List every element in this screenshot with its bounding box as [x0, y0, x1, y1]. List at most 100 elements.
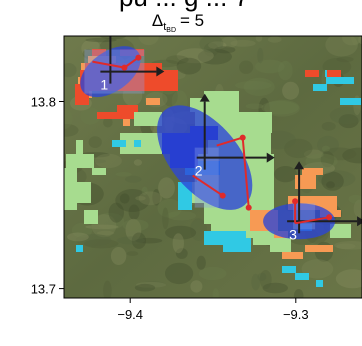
texture-patch — [293, 289, 304, 298]
texture-patch — [303, 149, 324, 159]
texture-patch — [321, 171, 344, 191]
texture-patch — [128, 204, 140, 220]
chart-title-symbol: Δ — [152, 11, 163, 30]
texture-patch — [85, 224, 119, 230]
texture-patch — [64, 123, 79, 137]
texture-patch — [351, 36, 361, 46]
texture-patch — [198, 266, 227, 281]
texture-patch — [321, 121, 336, 131]
cluster-label: 1 — [100, 77, 108, 93]
cluster-vector-point — [219, 192, 226, 199]
cluster-axis-head — [294, 161, 305, 170]
texture-patch — [334, 241, 362, 250]
texture-patch — [190, 218, 207, 241]
plot-frame — [63, 35, 362, 299]
texture-patch — [162, 207, 169, 230]
texture-patch — [317, 135, 339, 154]
cluster-1: 1 — [80, 18, 165, 98]
red-pixel — [327, 70, 341, 77]
cluster-axis-head — [105, 18, 115, 26]
cluster-axis-head — [199, 93, 210, 102]
cluster-vector-point — [326, 214, 333, 221]
cyan-pixel — [340, 98, 361, 105]
light-green-pixel — [70, 182, 91, 203]
chart-title-partial: pu ... g ... 7 — [119, 0, 249, 12]
cluster-vector — [241, 137, 250, 208]
texture-patch — [274, 166, 297, 183]
texture-patch — [342, 147, 362, 164]
texture-patch — [321, 145, 330, 152]
texture-patch — [175, 248, 188, 259]
cluster-layer: 1 2 3 — [80, 18, 362, 242]
texture-patch — [282, 81, 300, 100]
cluster-label: 3 — [289, 226, 297, 242]
texture-patch — [75, 234, 112, 247]
cluster-vector-point — [292, 198, 299, 205]
texture-patch — [84, 239, 119, 249]
orange-pixel — [146, 98, 160, 105]
texture-patch — [108, 202, 125, 223]
texture-patch — [301, 259, 334, 279]
texture-patch — [325, 36, 358, 57]
texture-patch — [152, 189, 161, 206]
cyan-pixel — [326, 77, 354, 84]
orange-pixel — [305, 245, 333, 252]
texture-patch — [172, 233, 184, 254]
chart-title-sub: t — [163, 21, 166, 33]
cyan-pixel — [223, 238, 251, 252]
texture-patch — [317, 170, 356, 188]
y-tick-label: 13.7 — [31, 282, 56, 297]
light-green-pixel — [253, 231, 274, 245]
red-pixel — [144, 70, 165, 91]
texture-patch — [97, 230, 115, 236]
texture-patch — [262, 282, 288, 294]
cluster-vector — [216, 136, 243, 147]
texture-patch — [358, 36, 362, 44]
light-green-pixel — [66, 154, 94, 168]
cluster-axis-head — [266, 152, 275, 163]
cluster-2: 2 — [157, 93, 275, 211]
chart-title-value: = 5 — [180, 11, 204, 30]
texture-patch — [245, 103, 264, 109]
texture-patch — [208, 41, 227, 49]
texture-patch — [348, 194, 362, 204]
plot-area: 1 2 3 — [64, 18, 362, 298]
texture-patch — [221, 36, 238, 48]
cluster-vector — [192, 174, 224, 197]
texture-patch — [199, 36, 224, 53]
texture-patch — [230, 39, 256, 47]
x-tick-label: −9.4 — [117, 307, 143, 322]
texture-patch — [71, 222, 93, 238]
texture-patch — [85, 37, 117, 43]
texture-patch — [176, 48, 214, 64]
texture-patch — [267, 36, 282, 43]
cluster-vector-point — [135, 54, 142, 61]
texture-patch — [259, 270, 272, 289]
texture-patch — [166, 55, 189, 65]
texture-patch — [135, 196, 146, 201]
texture-patch — [95, 212, 125, 230]
texture-patch — [119, 193, 130, 204]
orange-pixel — [123, 119, 130, 126]
light-green-pixel — [134, 112, 162, 126]
texture-patch — [131, 232, 146, 249]
axis-ticks: −9.4 −9.3 13.7 13.8 — [31, 95, 309, 323]
red-pixel — [97, 112, 125, 119]
red-pixel — [92, 49, 106, 56]
texture-patch — [326, 181, 335, 189]
texture-patch — [126, 251, 139, 256]
cluster-3: 3 — [263, 161, 362, 242]
texture-patch — [80, 107, 101, 125]
red-pixel — [305, 70, 319, 77]
cyan-pixel — [282, 266, 296, 273]
texture-patch — [212, 288, 219, 298]
texture-patch — [257, 272, 267, 281]
cluster-axis-head — [357, 216, 362, 227]
cyan-pixel — [316, 280, 323, 287]
texture-patch — [125, 218, 142, 241]
texture-patch — [133, 159, 142, 166]
texture-patch — [214, 46, 236, 54]
light-green-pixel — [92, 168, 106, 175]
texture-patch — [342, 36, 362, 46]
